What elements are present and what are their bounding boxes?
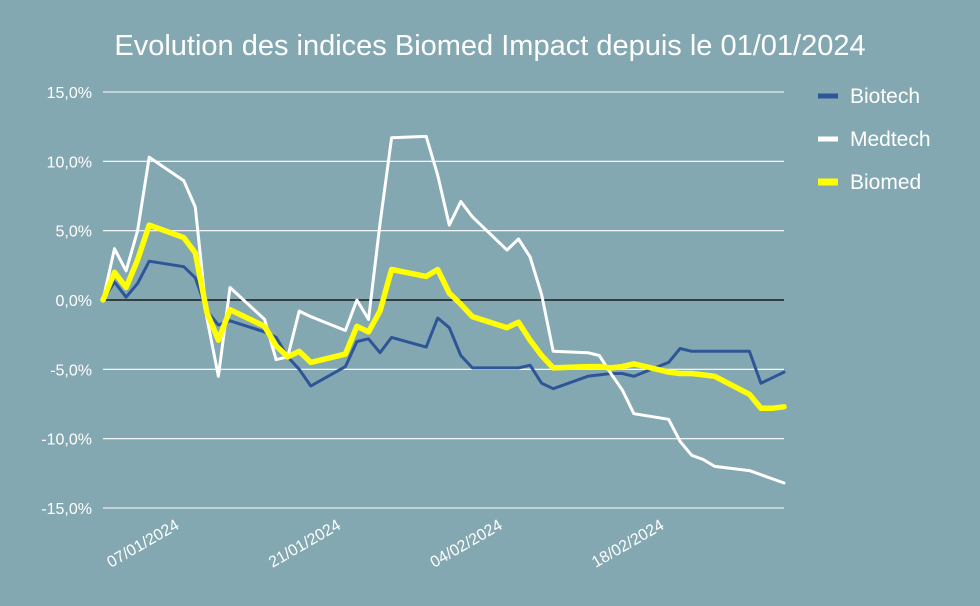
x-tick-label: 04/02/2024	[428, 517, 506, 572]
x-tick-labels: 07/01/2024 21/01/2024 04/02/2024 18/02/2024	[104, 517, 667, 572]
legend-label-biomed: Biomed	[850, 171, 921, 194]
y-tick-label: 0,0%	[56, 293, 92, 310]
x-tick-label: 18/02/2024	[589, 517, 667, 572]
series-layer	[100, 134, 787, 485]
y-tick-label: 10,0%	[47, 154, 92, 171]
chart-title: Evolution des indices Biomed Impact depu…	[114, 30, 865, 62]
legend: Biotech Medtech Biomed	[818, 85, 931, 194]
legend-label-medtech: Medtech	[850, 128, 931, 151]
y-tick-label: -15,0%	[41, 501, 92, 518]
x-tick-label: 07/01/2024	[104, 517, 182, 572]
series-line-biomed	[100, 222, 787, 411]
legend-label-biotech: Biotech	[850, 85, 920, 108]
y-tick-labels: 15,0% 10,0% 5,0% 0,0% -5,0% -10,0% -15,0%	[41, 85, 92, 518]
y-tick-label: -10,0%	[41, 432, 92, 449]
series-line-medtech	[101, 134, 786, 485]
y-tick-label: 15,0%	[47, 85, 92, 102]
x-tick-label: 21/01/2024	[266, 517, 344, 572]
y-tick-label: 5,0%	[56, 224, 92, 241]
y-tick-label: -5,0%	[50, 362, 92, 379]
